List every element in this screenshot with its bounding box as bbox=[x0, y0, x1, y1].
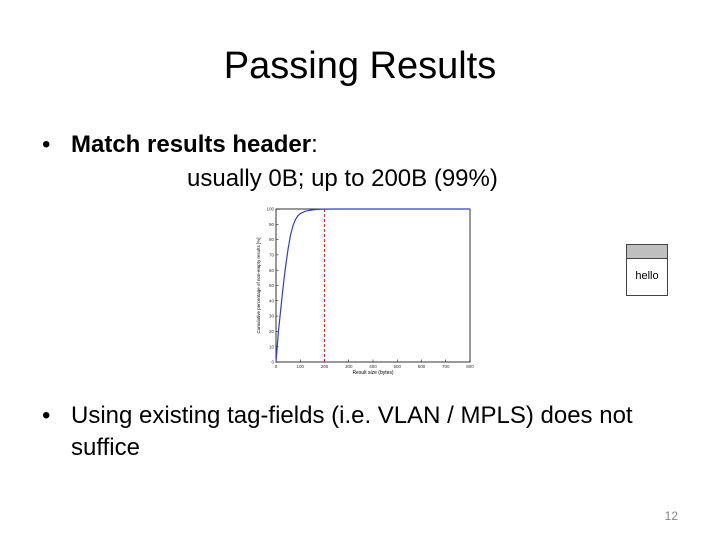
y-tick-label: 90 bbox=[269, 222, 275, 227]
y-tick-label: 40 bbox=[269, 298, 275, 303]
cdf-chart-svg: 0 10 20 30 40 50 60 70 80 90 100 0 100 200 300 400 500 6… bbox=[256, 207, 474, 376]
note-text: hello bbox=[635, 270, 659, 282]
y-tick-label: 100 bbox=[266, 207, 274, 212]
y-tick-label: 0 bbox=[271, 360, 274, 365]
comment-note[interactable]: hello bbox=[626, 244, 668, 297]
y-axis-label: Cumulative percentage of non-empty resul… bbox=[256, 237, 261, 333]
bullet-marker: • bbox=[42, 402, 51, 429]
note-body bbox=[626, 258, 668, 296]
y-tick-label: 50 bbox=[269, 283, 275, 288]
slide-title: Passing Results bbox=[223, 45, 497, 87]
y-tick-label: 60 bbox=[269, 268, 275, 273]
page-number: 12 bbox=[664, 509, 678, 523]
cdf-series-line bbox=[275, 208, 470, 363]
note-header bbox=[626, 244, 668, 259]
y-tick-label: 20 bbox=[269, 329, 275, 334]
x-tick-label: 800 bbox=[466, 364, 474, 369]
x-tick-label: 100 bbox=[296, 364, 304, 369]
bullet-bold-text: Match results header bbox=[71, 131, 312, 158]
y-tick-label: 70 bbox=[269, 253, 275, 258]
y-tick-label: 10 bbox=[269, 344, 275, 349]
bullet-label: Match results header: bbox=[71, 130, 318, 160]
x-tick-label: 0 bbox=[275, 364, 278, 369]
x-axis-label: Result size (bytes) bbox=[352, 370, 393, 376]
bullet-marker: • bbox=[42, 131, 51, 158]
y-tick-label: 30 bbox=[269, 314, 275, 319]
bullet-detail: usually 0B; up to 200B (99%) bbox=[187, 165, 498, 192]
plot-frame bbox=[275, 208, 471, 363]
x-tick-label: 200 bbox=[321, 364, 329, 369]
cdf-chart: 0 10 20 30 40 50 60 70 80 90 100 0 100 200 300 400 500 6… bbox=[252, 200, 484, 382]
x-tick-label: 500 bbox=[393, 364, 401, 369]
bullet-colon: : bbox=[311, 131, 318, 158]
bullet-text: Using existing tag-fields (i.e. VLAN / M… bbox=[71, 402, 633, 461]
x-tick-label: 400 bbox=[369, 364, 377, 369]
x-tick-label: 700 bbox=[442, 364, 450, 369]
x-tick-label: 300 bbox=[345, 364, 353, 369]
y-tick-label: 80 bbox=[269, 237, 275, 242]
x-tick-label: 600 bbox=[418, 364, 426, 369]
